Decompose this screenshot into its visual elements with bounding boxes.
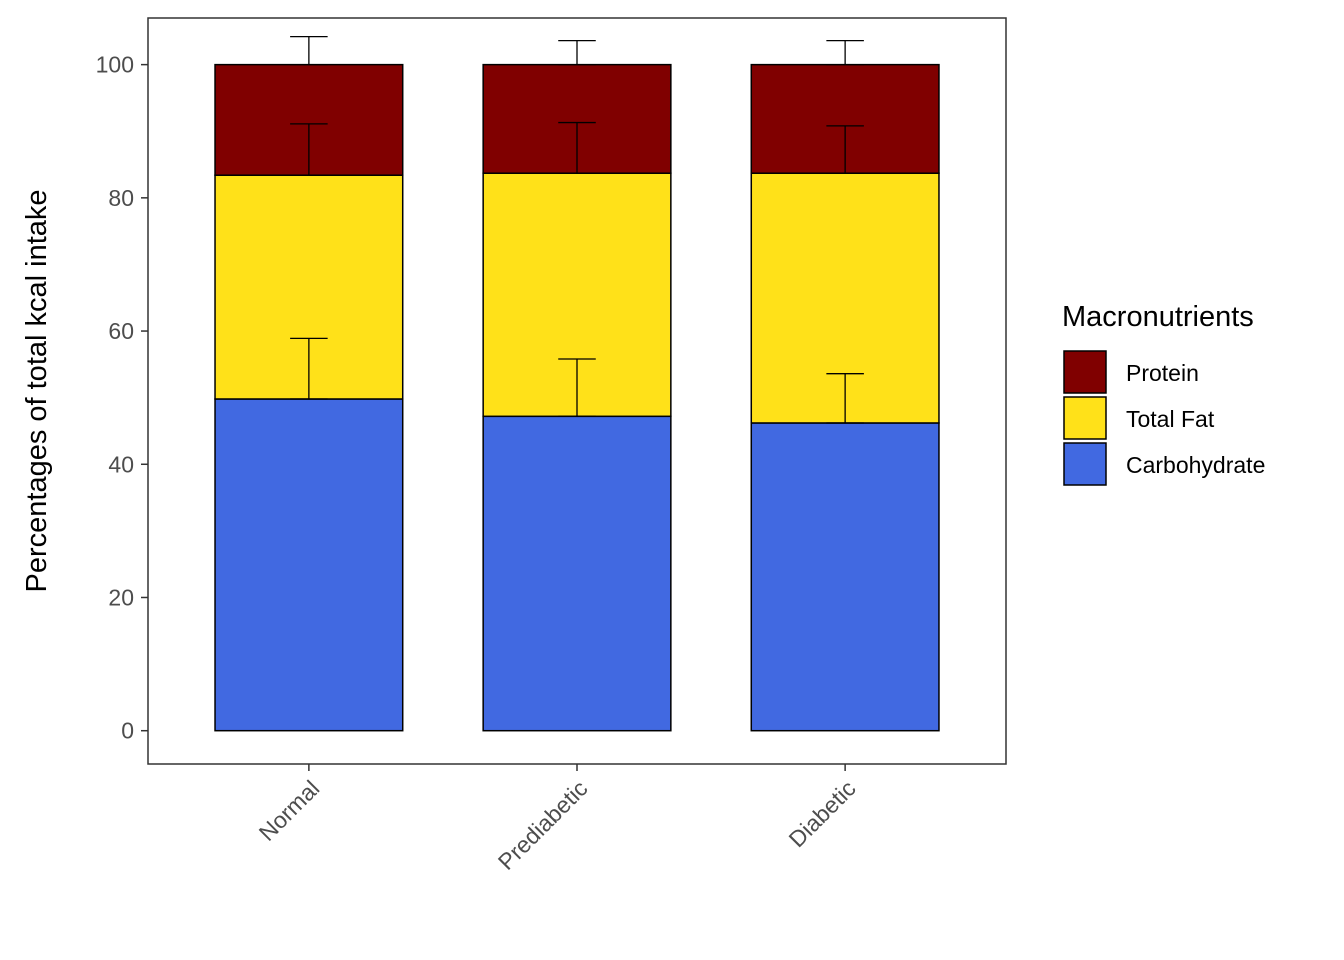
legend-label: Carbohydrate bbox=[1126, 452, 1265, 478]
error-bar-total-fat-normal bbox=[290, 123, 328, 176]
y-tick-label: 80 bbox=[108, 185, 134, 211]
legend-label: Total Fat bbox=[1126, 406, 1215, 432]
bar-carbohydrate-diabetic bbox=[750, 422, 940, 732]
legend-item-total-fat: Total Fat bbox=[1063, 396, 1215, 440]
error-bar-protein-normal bbox=[290, 36, 328, 66]
x-axis: Normal Prediabetic Diabetic bbox=[254, 764, 861, 875]
y-axis-title: Percentages of total kcal intake bbox=[21, 189, 53, 592]
legend-swatch bbox=[1063, 396, 1107, 440]
y-tick-label: 0 bbox=[121, 718, 134, 744]
bars-layer bbox=[214, 63, 940, 732]
y-tick-label: 60 bbox=[108, 318, 134, 344]
bar-carbohydrate-normal bbox=[214, 398, 404, 732]
y-tick-label: 40 bbox=[108, 451, 134, 477]
legend: Macronutrients Protein Total Fat Carbohydr… bbox=[1062, 301, 1265, 486]
legend-item-carbohydrate: Carbohydrate bbox=[1063, 442, 1265, 486]
error-bar-carbohydrate-diabetic bbox=[826, 373, 864, 424]
error-bar-protein-diabetic bbox=[826, 40, 864, 66]
legend-swatch bbox=[1063, 442, 1107, 486]
legend-item-protein: Protein bbox=[1063, 350, 1199, 394]
legend-swatch bbox=[1063, 350, 1107, 394]
x-tick-label: Prediabetic bbox=[493, 775, 593, 875]
legend-label: Protein bbox=[1126, 360, 1199, 386]
y-axis: 0 20 40 60 80 100 bbox=[96, 52, 148, 744]
bar-carbohydrate-prediabetic bbox=[482, 415, 672, 732]
legend-title: Macronutrients bbox=[1062, 301, 1254, 333]
error-bar-carbohydrate-prediabetic bbox=[558, 358, 596, 417]
error-bars-layer bbox=[290, 36, 864, 424]
error-bar-total-fat-prediabetic bbox=[558, 121, 596, 174]
error-bar-protein-prediabetic bbox=[558, 40, 596, 66]
error-bar-total-fat-diabetic bbox=[826, 125, 864, 174]
x-tick-label: Diabetic bbox=[784, 775, 861, 852]
x-tick-label: Normal bbox=[254, 775, 325, 846]
y-tick-label: 100 bbox=[96, 52, 134, 78]
error-bar-carbohydrate-normal bbox=[290, 337, 328, 400]
y-tick-label: 20 bbox=[108, 584, 134, 610]
